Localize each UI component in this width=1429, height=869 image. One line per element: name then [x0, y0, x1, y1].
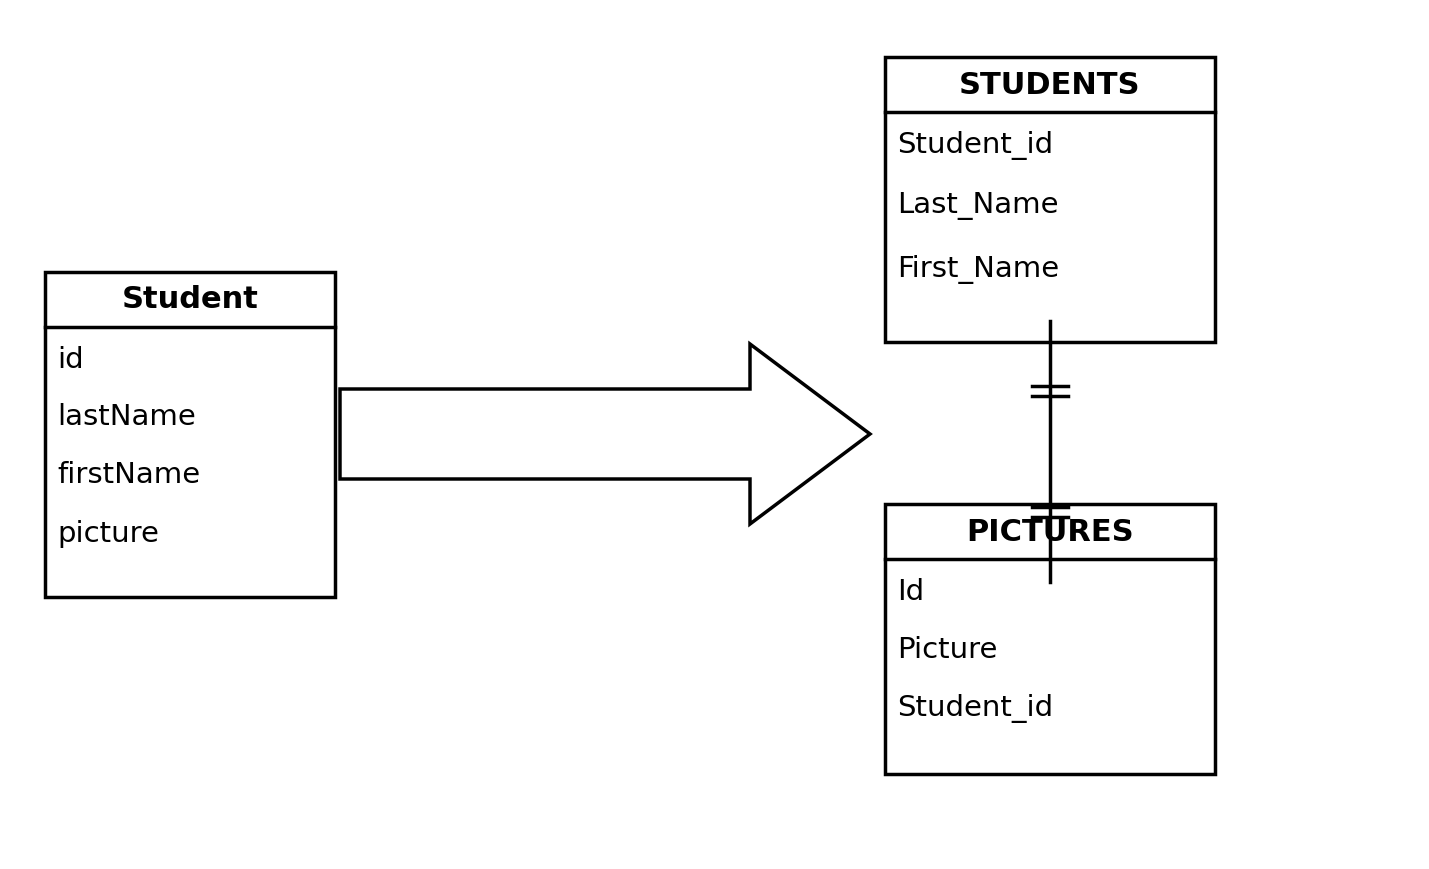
- Text: Picture: Picture: [897, 635, 997, 663]
- Bar: [885, 504, 1215, 774]
- Text: Id: Id: [897, 577, 925, 606]
- Text: picture: picture: [57, 519, 159, 547]
- Text: STUDENTS: STUDENTS: [959, 70, 1140, 99]
- Bar: [885, 57, 1215, 342]
- Text: Last_Name: Last_Name: [897, 192, 1059, 220]
- Text: Student_id: Student_id: [897, 130, 1053, 159]
- Text: lastName: lastName: [57, 403, 196, 431]
- Text: id: id: [57, 345, 84, 373]
- Text: PICTURES: PICTURES: [966, 517, 1133, 547]
- Bar: [44, 272, 334, 597]
- Polygon shape: [340, 345, 870, 524]
- Text: First_Name: First_Name: [897, 255, 1059, 283]
- Text: firstName: firstName: [57, 461, 200, 489]
- Text: Student_id: Student_id: [897, 693, 1053, 722]
- Text: Student: Student: [121, 285, 259, 314]
